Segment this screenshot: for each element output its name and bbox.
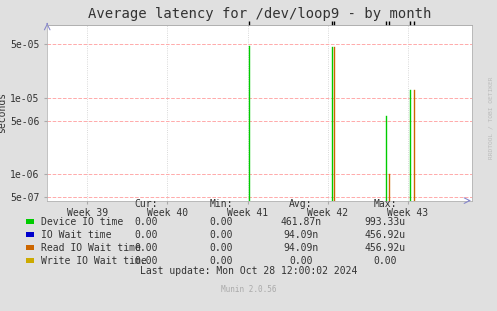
Text: 94.09n: 94.09n [283,243,318,253]
Text: 456.92u: 456.92u [365,230,406,240]
Text: 0.00: 0.00 [289,256,313,266]
Text: Max:: Max: [373,199,397,209]
Text: Cur:: Cur: [135,199,159,209]
Text: 0.00: 0.00 [135,217,159,227]
Text: 456.92u: 456.92u [365,243,406,253]
Text: 0.00: 0.00 [209,230,233,240]
Text: Munin 2.0.56: Munin 2.0.56 [221,285,276,294]
Text: 0.00: 0.00 [209,256,233,266]
Title: Average latency for /dev/loop9 - by month: Average latency for /dev/loop9 - by mont… [88,7,431,21]
Text: 0.00: 0.00 [135,230,159,240]
Text: RRDTOOL / TOBI OETIKER: RRDTOOL / TOBI OETIKER [488,77,493,160]
Text: 0.00: 0.00 [209,243,233,253]
Text: Read IO Wait time: Read IO Wait time [41,243,141,253]
Text: IO Wait time: IO Wait time [41,230,111,240]
Text: Min:: Min: [209,199,233,209]
Text: 94.09n: 94.09n [283,230,318,240]
Text: 461.87n: 461.87n [280,217,321,227]
Text: 993.33u: 993.33u [365,217,406,227]
Text: Avg:: Avg: [289,199,313,209]
Text: 0.00: 0.00 [135,243,159,253]
Text: 0.00: 0.00 [373,256,397,266]
Text: 0.00: 0.00 [135,256,159,266]
Text: Last update: Mon Oct 28 12:00:02 2024: Last update: Mon Oct 28 12:00:02 2024 [140,266,357,276]
Text: Device IO time: Device IO time [41,217,123,227]
Text: 0.00: 0.00 [209,217,233,227]
Y-axis label: seconds: seconds [0,92,7,133]
Text: Write IO Wait time: Write IO Wait time [41,256,147,266]
